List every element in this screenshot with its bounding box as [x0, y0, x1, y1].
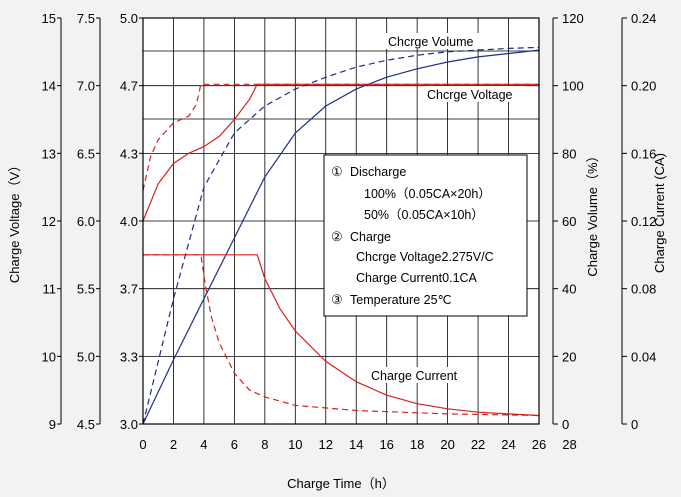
axis-tick-label: 15 [42, 11, 56, 26]
notes-line: 100%（0.05CA×20h） [364, 187, 491, 201]
x-tick-label: 10 [288, 437, 302, 452]
axis-tick-label: 0.12 [631, 214, 656, 229]
axis-tick-label: 11 [43, 282, 57, 297]
notes-line: Chcrge Voltage2.275V/C [356, 250, 494, 264]
axis-tick-label: 0.08 [631, 282, 656, 297]
x-tick-labels: 0 2 4 6 8 10 12 14 16 18 20 22 24 26 28 [139, 437, 576, 452]
axis-tick-label: 5.0 [120, 11, 138, 26]
notes-marker: ③ [331, 292, 343, 307]
axis-tick-label: 5.5 [77, 282, 95, 297]
axis-charge-voltage-15v: 15 14 13 12 11 10 9 Charge Voltage（V） [7, 11, 62, 432]
x-tick-label: 4 [200, 437, 207, 452]
axis-tick-label: 0.20 [631, 79, 656, 94]
axis-tick-label: 40 [562, 282, 576, 297]
axis-tick-label: 3.0 [120, 417, 138, 432]
axis-tick-label: 0 [562, 417, 569, 432]
axis-tick-label: 4.0 [120, 214, 138, 229]
left-axes: 15 14 13 12 11 10 9 Charge Voltage（V） 7.5 7.0 6.5 6… [7, 11, 143, 432]
x-tick-label: 8 [261, 437, 268, 452]
x-tick-label: 24 [501, 437, 515, 452]
axis-tick-label: 13 [42, 146, 56, 161]
notes-marker: ① [331, 164, 343, 179]
x-tick-label: 28 [562, 437, 576, 452]
axis-tick-label: 80 [562, 146, 576, 161]
axis-tick-label: 0.04 [631, 349, 656, 364]
notes-line: 50%（0.05CA×10h） [364, 208, 484, 222]
current-line-50pct-dashed [143, 254, 540, 417]
x-tick-label: 22 [471, 437, 485, 452]
axis-tick-label: 20 [562, 349, 576, 364]
x-tick-label: 14 [349, 437, 363, 452]
axis-tick-label: 7.5 [77, 11, 95, 26]
notes-box: ① Discharge 100%（0.05CA×20h） 50%（0.05CA×10h… [323, 154, 528, 317]
axis-tick-label: 100 [562, 79, 584, 94]
notes-box-frame [323, 154, 528, 317]
current-label: Charge Current [371, 369, 458, 383]
current-label-bg [369, 367, 469, 383]
voltage-line-100pct-solid [142, 83, 539, 222]
axis-tick-label: 14 [42, 79, 56, 94]
axis-tick-label: 4.3 [120, 146, 138, 161]
axis-title: Charge Voltage（V） [7, 159, 22, 283]
voltage-label: Chcrge Voltage [427, 88, 513, 102]
x-tick-label: 12 [319, 437, 333, 452]
axis-tick-label: 3.3 [120, 349, 138, 364]
volume-label-bg [386, 33, 484, 49]
plot-frame [142, 17, 540, 425]
axis-charge-volume: 120 100 80 60 40 20 0 Charge Volume（%） [552, 11, 600, 432]
x-tick-label: 16 [379, 437, 393, 452]
axis-title: Charge Volume（%） [585, 149, 600, 276]
notes-line: Temperature 25℃ [350, 293, 452, 307]
axis-tick-label: 3.7 [120, 282, 138, 297]
axis-tick-label: 9 [49, 417, 56, 432]
x-tick-label: 18 [410, 437, 424, 452]
axis-tick-label: 5.0 [77, 349, 95, 364]
axis-tick-label: 4.5 [77, 417, 95, 432]
x-tick-label: 0 [139, 437, 146, 452]
axis-tick-label: 10 [42, 349, 56, 364]
notes-marker: ② [331, 229, 343, 244]
notes-line: Charge [350, 230, 391, 244]
axis-tick-label: 120 [562, 11, 584, 26]
x-tick-label: 2 [170, 437, 177, 452]
axis-charge-current: 0.24 0.20 0.16 0.12 0.08 0.04 0 Charge Current … [621, 11, 667, 432]
x-tick-label: 6 [231, 437, 238, 452]
axis-tick-label: 6.0 [77, 214, 95, 229]
axis-title: Charge Current (CA) [652, 153, 667, 273]
axis-tick-label: 12 [42, 214, 56, 229]
notes-line: Charge Current0.1CA [356, 271, 478, 285]
axis-charge-voltage-5v: 5.0 4.7 4.3 4.0 3.7 3.3 3.0 [120, 11, 143, 432]
series-lines [142, 46, 540, 425]
volume-line-100pct-solid [142, 49, 540, 425]
axis-tick-label: 0.16 [631, 146, 656, 161]
x-tick-label: 26 [532, 437, 546, 452]
axis-tick-label: 60 [562, 214, 576, 229]
series-labels: Chcrge Volume Chcrge Voltage Charge Curr… [369, 33, 525, 383]
notes-line: Discharge [350, 165, 406, 179]
voltage-label-bg [425, 86, 525, 102]
axis-tick-label: 0.24 [631, 11, 656, 26]
current-line-100pct-solid [143, 254, 540, 417]
x-tick-label: 20 [440, 437, 454, 452]
axis-tick-label: 0 [631, 417, 638, 432]
axis-tick-label: 4.7 [120, 79, 138, 94]
voltage-line-50pct-dashed [142, 83, 539, 191]
axis-charge-voltage-7v: 7.5 7.0 6.5 6.0 5.5 5.0 4.5 [77, 11, 101, 432]
x-axis-label: Charge Time（h） [287, 476, 395, 491]
axis-tick-label: 7.0 [77, 79, 95, 94]
axis-tick-label: 6.5 [77, 146, 95, 161]
volume-label: Chcrge Volume [388, 35, 474, 49]
volume-line-50pct-dashed [142, 46, 540, 425]
